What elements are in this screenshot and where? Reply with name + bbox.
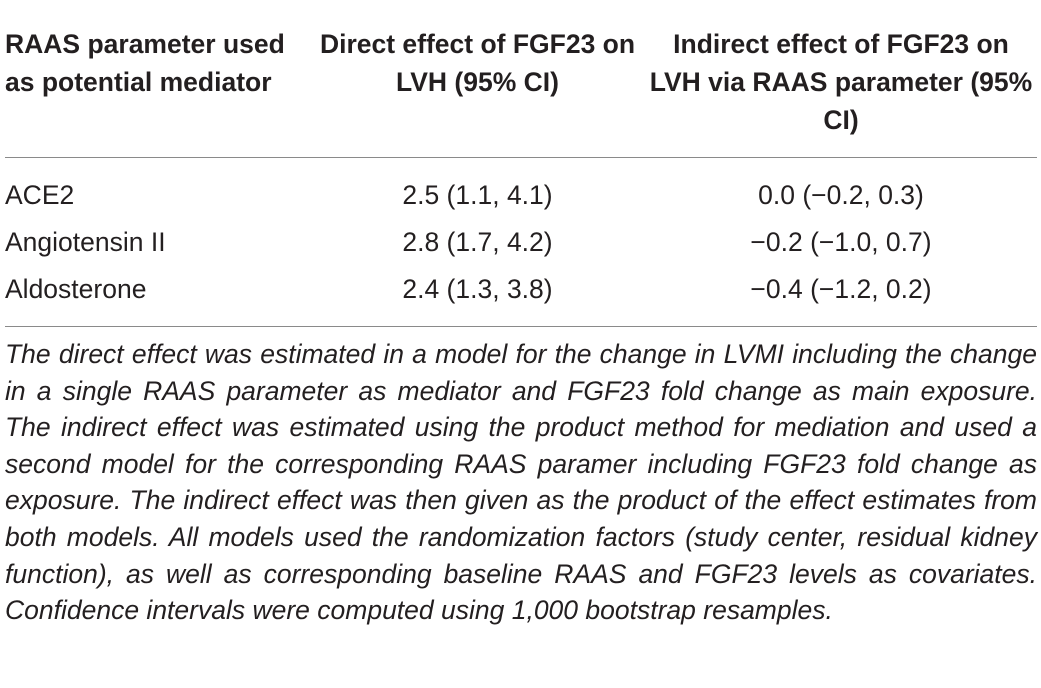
table-row: Angiotensin II 2.8 (1.7, 4.2) −0.2 (−1.0… [5,218,1037,265]
row-indirect-effect: −0.4 (−1.2, 0.2) [645,265,1037,327]
row-indirect-effect: 0.0 (−0.2, 0.3) [758,179,924,210]
row-direct-effect: 2.4 (1.3, 3.8) [310,265,645,327]
row-parameter: Angiotensin II [5,226,166,257]
header-direct-effect: Direct effect of FGF23 on LVH (95% CI) [310,19,645,158]
header-raas-parameter: RAAS parameter used as potential mediato… [5,19,310,158]
document-page: RAAS parameter used as potential mediato… [0,19,1041,688]
row-direct-effect: 2.8 (1.7, 4.2) [402,226,553,257]
table-footnote: The direct effect was estimated in a mod… [5,339,1037,626]
mediation-table: RAAS parameter used as potential mediato… [5,19,1037,327]
table-header: RAAS parameter used as potential mediato… [5,19,1037,158]
row-indirect-effect: −0.2 (−1.0, 0.7) [750,226,932,257]
table-row: ACE2 2.5 (1.1, 4.1) 0.0 (−0.2, 0.3) [5,158,1037,219]
table-body: ACE2 2.5 (1.1, 4.1) 0.0 (−0.2, 0.3) Angi… [5,158,1037,327]
row-parameter: ACE2 [5,179,75,210]
header-indirect-effect: Indirect effect of FGF23 on LVH via RAAS… [645,19,1037,158]
header-row: RAAS parameter used as potential mediato… [5,19,1037,158]
table-row: Aldosterone 2.4 (1.3, 3.8) −0.4 (−1.2, 0… [5,265,1037,327]
row-parameter: Aldosterone [5,265,310,327]
row-direct-effect: 2.5 (1.1, 4.1) [402,179,553,210]
